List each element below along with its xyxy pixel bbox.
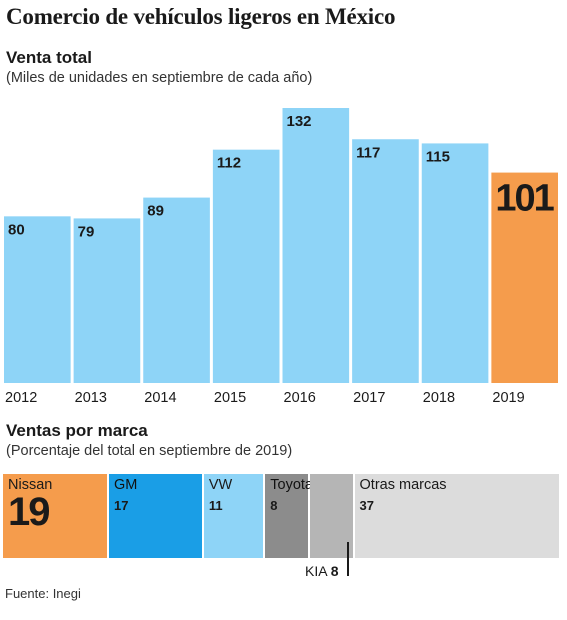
bar-value-label-2019: 101 <box>495 178 554 220</box>
brand-name-label: Otras marcas <box>359 477 447 493</box>
kia-leader-line <box>347 542 349 576</box>
chart-main-title: Comercio de vehículos ligeros en México <box>6 4 396 29</box>
brand-segment-gm: GM 17 <box>109 474 202 558</box>
sales-chart-title: Venta total <box>6 48 92 67</box>
bar-2012 <box>4 216 71 383</box>
x-tick-label-2014: 2014 <box>144 390 176 406</box>
x-tick-label-2019: 2019 <box>492 390 524 406</box>
bar-2017 <box>352 139 419 383</box>
bar-2013 <box>73 218 141 383</box>
brand-value-label: 19 <box>8 490 50 534</box>
brand-value-label: 37 <box>359 498 374 513</box>
bar-2018 <box>421 143 489 383</box>
bar-2019 <box>491 172 558 383</box>
brand-name-label: VW <box>208 477 233 493</box>
bar-2015 <box>212 149 280 383</box>
bar-2016 <box>282 108 350 383</box>
sales-chart-subtitle: (Miles de unidades en septiembre de cada… <box>6 70 313 86</box>
brand-segment-nissan: Nissan 19 <box>3 474 108 558</box>
bar-value-label-2012: 80 <box>8 221 25 238</box>
brand-chart-title: Ventas por marca <box>6 421 148 440</box>
x-tick-label-2018: 2018 <box>423 390 455 406</box>
x-tick-label-2016: 2016 <box>284 390 316 406</box>
brand-segment-toyota: Toyota 8 <box>265 474 313 558</box>
brand-value-label: 17 <box>114 498 129 513</box>
brand-value-label: 11 <box>208 498 223 513</box>
x-tick-label-2017: 2017 <box>353 390 385 406</box>
brand-name-label: Nissan <box>8 477 53 493</box>
total-sales-bar-chart: 80 2012 79 2013 89 2014 112 2015 132 2016 117 2017 1… <box>4 108 558 406</box>
brand-name-label: Toyota <box>270 477 313 493</box>
bar-value-label-2014: 89 <box>147 203 164 220</box>
bar-value-label-2013: 79 <box>78 223 95 240</box>
brand-segment-otras-marcas: Otras marcas 37 <box>354 474 559 558</box>
bar-value-label-2017: 117 <box>356 144 380 161</box>
kia-label: KIA 8 <box>305 563 338 579</box>
brand-name-label: GM <box>114 477 138 493</box>
x-tick-label-2012: 2012 <box>5 390 37 406</box>
kia-name: KIA <box>305 563 327 579</box>
x-tick-label-2015: 2015 <box>214 390 246 406</box>
brand-share-stacked-bar: Nissan 19 GM 17 VW 11 Toyota 8 Otras marcas 37 <box>3 474 561 558</box>
source-note: Fuente: Inegi <box>5 586 81 601</box>
bar-value-label-2016: 132 <box>287 113 312 130</box>
bar-2014 <box>143 197 210 383</box>
x-tick-label-2013: 2013 <box>75 390 107 406</box>
brand-segment-kia <box>309 474 353 558</box>
brand-segment-vw: VW 11 <box>203 474 264 558</box>
brand-chart-subtitle: (Porcentaje del total en septiembre de 2… <box>6 443 293 459</box>
kia-value: 8 <box>330 563 339 579</box>
bar-value-label-2015: 112 <box>217 155 241 172</box>
brand-value-label: 8 <box>270 498 278 513</box>
bar-value-label-2018: 115 <box>426 148 450 165</box>
